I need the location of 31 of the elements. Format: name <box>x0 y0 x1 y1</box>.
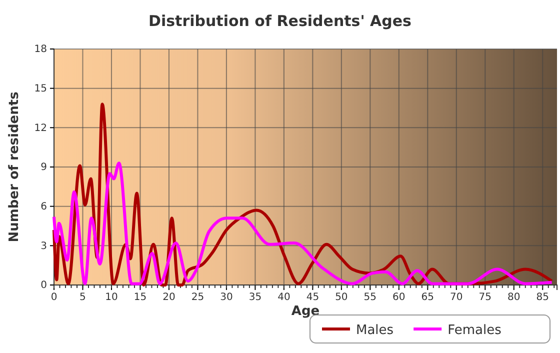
y-tick-label: 0 <box>40 280 47 292</box>
x-tick-label: 15 <box>134 292 147 304</box>
chart-title: Distribution of Residents' Ages <box>148 12 412 30</box>
line-series <box>52 162 554 286</box>
legend-label: Females <box>448 323 502 338</box>
x-tick-label: 0 <box>50 292 58 304</box>
x-tick-label: 85 <box>536 292 549 304</box>
y-tick-label: 12 <box>34 122 47 134</box>
x-tick-label: 20 <box>162 292 176 304</box>
x-axis-title: Age <box>291 304 320 319</box>
x-tick-label: 30 <box>220 292 233 304</box>
x-tick-label: 80 <box>508 292 520 304</box>
y-tick-label: 9 <box>40 162 47 174</box>
y-tick-label: 3 <box>40 240 47 252</box>
x-tick-label: 60 <box>392 292 406 304</box>
x-tick-label: 25 <box>191 292 204 304</box>
y-axis-title: Number of residents <box>7 91 22 242</box>
x-tick-label: 5 <box>80 292 86 304</box>
x-tick-label: 10 <box>105 292 118 304</box>
legend-label: Males <box>356 323 394 338</box>
y-tick-label: 15 <box>34 84 47 95</box>
x-tick-label: 65 <box>421 292 434 304</box>
x-tick-label: 50 <box>335 292 348 304</box>
x-tick-label: 35 <box>248 292 262 304</box>
y-tick-label: 6 <box>40 202 47 213</box>
x-tick-label: 45 <box>306 292 320 304</box>
x-tick-label: 75 <box>478 292 492 304</box>
y-tick-label: 18 <box>34 44 47 56</box>
x-tick-label: 70 <box>450 292 463 304</box>
x-tick-label: 55 <box>364 292 377 304</box>
x-tick-label: 40 <box>278 292 290 304</box>
